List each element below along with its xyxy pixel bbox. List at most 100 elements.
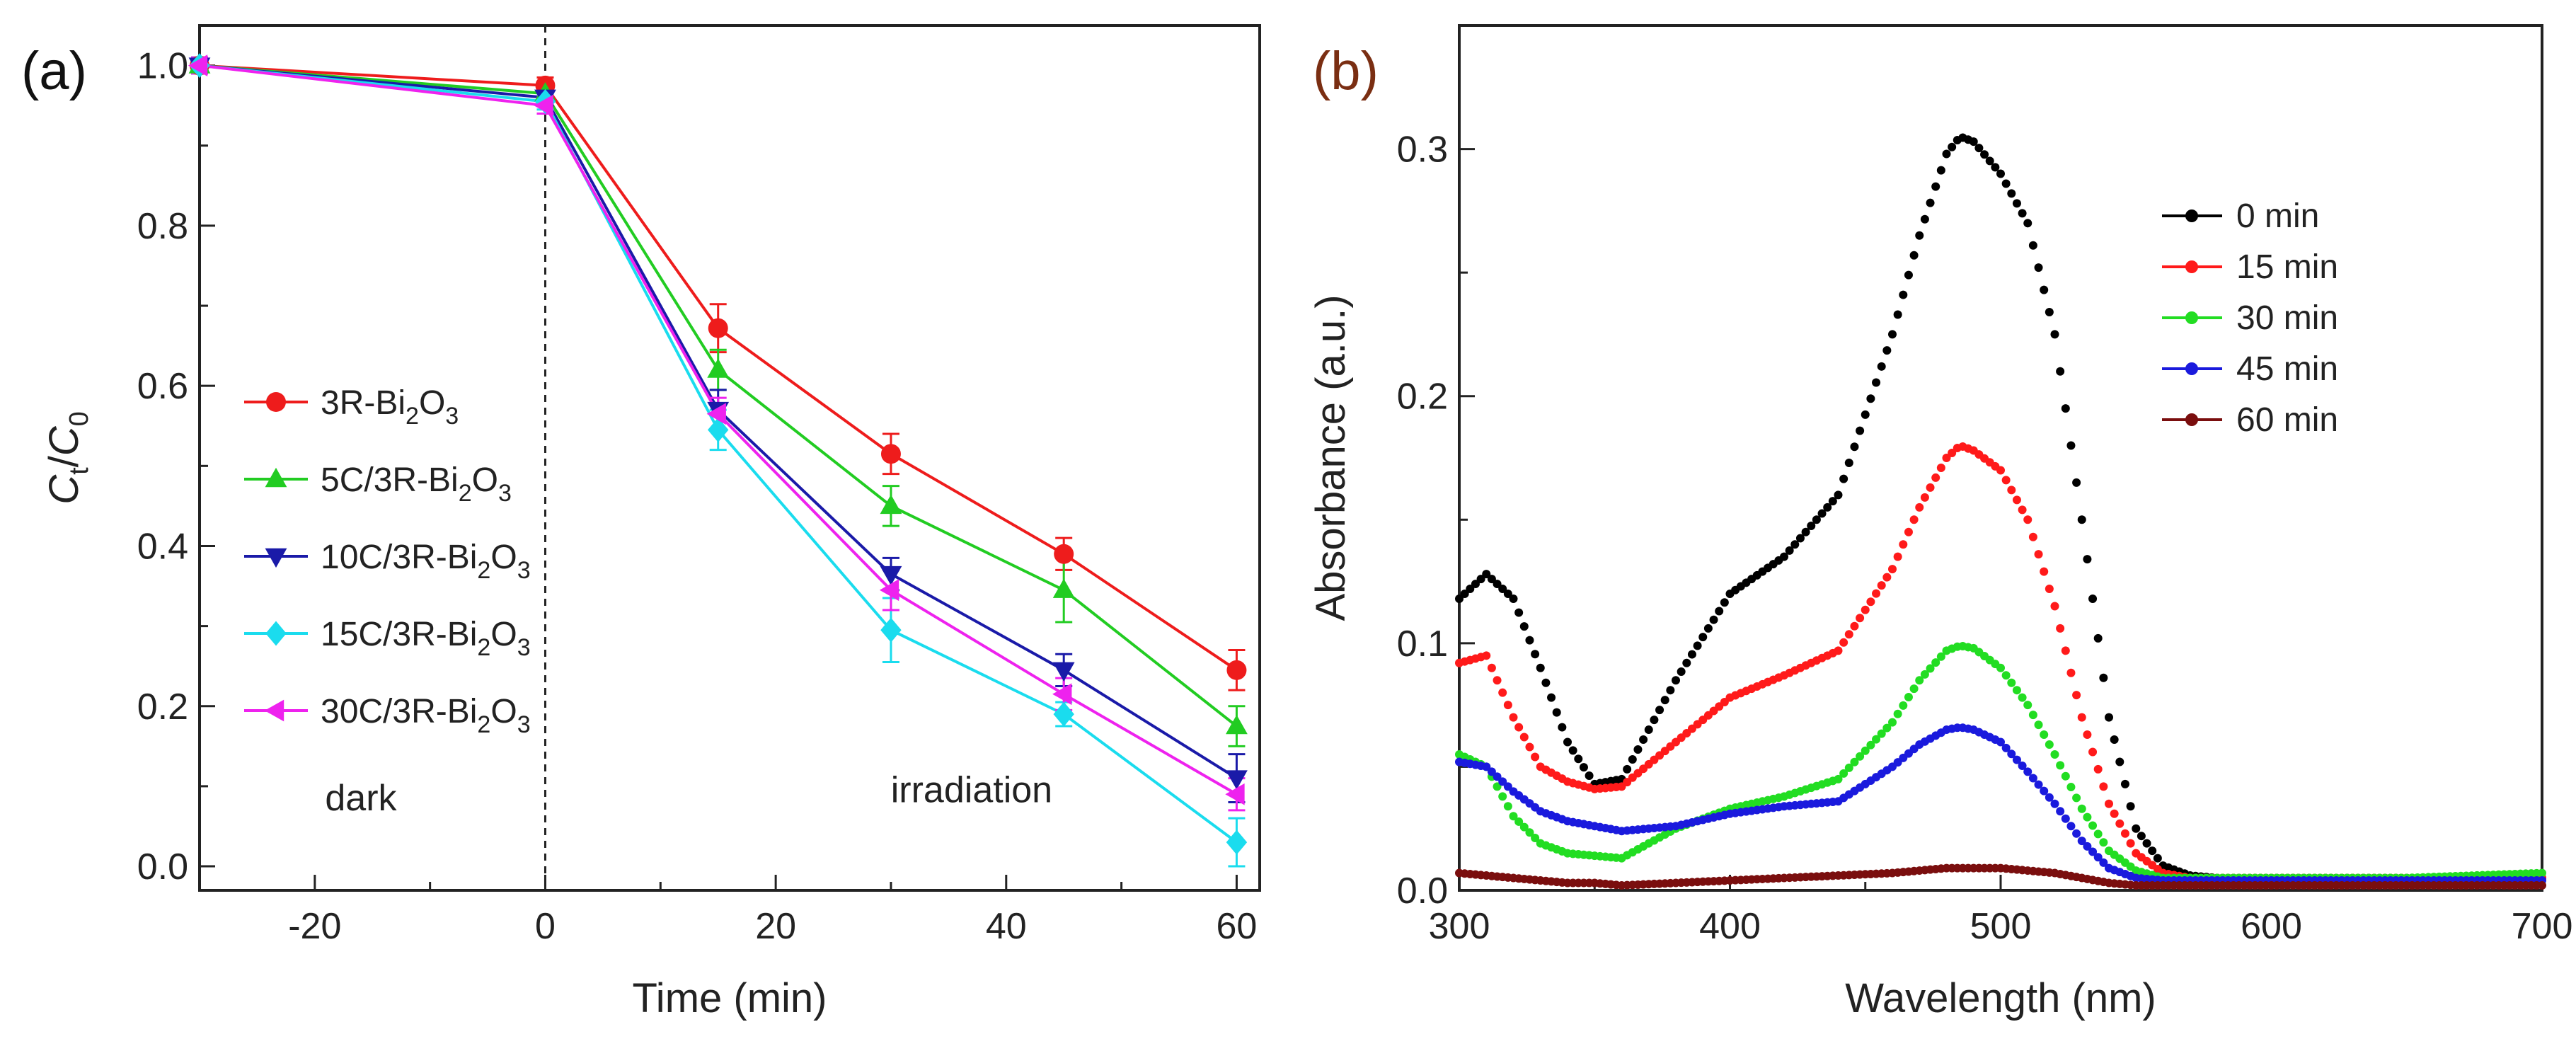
- spectrum-point: [2099, 673, 2108, 682]
- spectrum-point: [1666, 686, 1675, 695]
- legend-marker: [2185, 362, 2198, 375]
- spectrum-point: [1628, 754, 1637, 764]
- y-tick-label: 0.8: [137, 206, 188, 247]
- spectrum-point: [1487, 767, 1496, 776]
- spectrum-point: [1920, 493, 1929, 502]
- spectrum-point: [2040, 285, 2049, 294]
- spectrum-point: [2077, 804, 2086, 813]
- spectrum-point: [1698, 633, 1708, 642]
- spectrum-point: [1493, 772, 1502, 781]
- data-point: [880, 444, 901, 464]
- x-tick-label: 60: [1217, 906, 1258, 947]
- spectrum-point: [1476, 575, 1485, 584]
- spectrum-point: [1915, 676, 1924, 685]
- spectrum-point: [2018, 762, 2027, 771]
- spectrum-point: [2001, 476, 2011, 485]
- spectrum-point: [2050, 799, 2059, 808]
- spectrum-point: [1882, 573, 1892, 582]
- spectrum-point: [2110, 809, 2119, 818]
- spectrum-series-2: [1455, 642, 2546, 883]
- spectrum-point: [1455, 595, 1464, 604]
- spectrum-point: [1519, 622, 1529, 631]
- spectrum-point: [2093, 829, 2103, 839]
- spectrum-point: [1931, 658, 1940, 667]
- spectrum-point: [2093, 764, 2103, 774]
- spectrum-point: [2105, 713, 2113, 722]
- spectrum-point: [1703, 624, 1713, 633]
- spectrum-point: [2056, 624, 2065, 633]
- spectrum-point: [1639, 735, 1648, 745]
- spectrum-point: [1498, 777, 1507, 786]
- spectrum-point: [2072, 478, 2081, 487]
- spectrum-point: [1877, 362, 1886, 371]
- spectrum-point: [2001, 743, 2011, 752]
- data-point: [1226, 714, 1248, 735]
- spectrum-point: [1460, 590, 1469, 599]
- x-tick-label: 400: [1699, 906, 1761, 947]
- spectrum-point: [2077, 713, 2086, 722]
- legend-label: 15 min: [2236, 248, 2338, 286]
- spectrum-series-0: [1455, 133, 2546, 883]
- spectrum-point: [2050, 750, 2059, 759]
- data-point: [880, 494, 902, 515]
- x-tick-label: 700: [2512, 906, 2573, 947]
- spectrum-point: [2061, 814, 2070, 823]
- spectrum-point: [2045, 308, 2054, 317]
- legend-label: 30C/3R-Bi2O3: [321, 693, 531, 738]
- spectrum-point: [2148, 846, 2157, 856]
- panel-a-legend: 3R-Bi2O3 5C/3R-Bi2O3 10C/3R-Bi2O3 15C/3R-Bi…: [244, 384, 531, 738]
- panel-b-x-axis-title: Wavelength (nm): [1845, 975, 2156, 1021]
- spectrum-point: [1466, 585, 1475, 594]
- spectrum-point: [1904, 692, 1913, 701]
- spectrum-point: [1498, 688, 1507, 697]
- series-line-0: [199, 64, 1238, 672]
- spectrum-point: [1985, 156, 1994, 166]
- x-tick-label: 500: [1970, 906, 2032, 947]
- spectrum-point: [1899, 701, 1908, 710]
- spectrum-point: [2066, 441, 2076, 450]
- spectrum-point: [1872, 735, 1881, 744]
- irradiation-annotation: irradiation: [891, 770, 1052, 811]
- series-line-1: [199, 64, 1238, 728]
- spectrum-point: [1687, 650, 1696, 659]
- spectrum-point: [2034, 720, 2043, 730]
- spectrum-point: [1861, 746, 1870, 755]
- spectrum-point: [1579, 763, 1588, 772]
- data-point: [188, 54, 208, 76]
- spectrum-point: [2077, 515, 2086, 524]
- spectrum-point: [1877, 581, 1886, 590]
- x-tick-label: -20: [288, 906, 341, 947]
- spectrum-point: [1801, 527, 1810, 536]
- spectrum-point: [2132, 824, 2141, 833]
- spectrum-point: [1850, 621, 1859, 631]
- data-point: [1226, 660, 1247, 680]
- spectrum-point: [1633, 745, 1643, 754]
- panel-b-y-axis-title: Absorbance (a.u.): [1308, 294, 1354, 621]
- spectrum-point: [1720, 598, 1729, 607]
- data-point: [1054, 544, 1074, 564]
- spectrum-point: [1904, 527, 1913, 536]
- spectrum-point: [1525, 828, 1534, 837]
- spectrum-point: [2126, 839, 2135, 848]
- spectrum-point: [2012, 495, 2021, 505]
- spectrum-point: [1942, 454, 1951, 462]
- spectrum-point: [1931, 182, 1940, 191]
- spectrum-point: [1926, 664, 1935, 673]
- spectrum-point: [2066, 668, 2076, 677]
- spectrum-point: [2061, 771, 2070, 781]
- legend-marker: [264, 699, 284, 722]
- spectrum-point: [1493, 676, 1502, 685]
- spectrum-point: [2012, 199, 2021, 208]
- spectrum-point: [1861, 410, 1870, 419]
- series-line-4: [199, 64, 1238, 796]
- legend-label: 30 min: [2236, 299, 2338, 337]
- spectrum-point: [2034, 780, 2043, 789]
- spectrum-point: [2012, 686, 2021, 695]
- spectrum-point: [2072, 691, 2081, 700]
- panel-a-label: (a): [21, 41, 87, 101]
- legend-label: 0 min: [2236, 197, 2319, 235]
- data-point: [708, 318, 728, 338]
- spectrum-point: [2077, 837, 2086, 846]
- spectrum-point: [2028, 532, 2037, 541]
- spectrum-point: [1834, 774, 1843, 783]
